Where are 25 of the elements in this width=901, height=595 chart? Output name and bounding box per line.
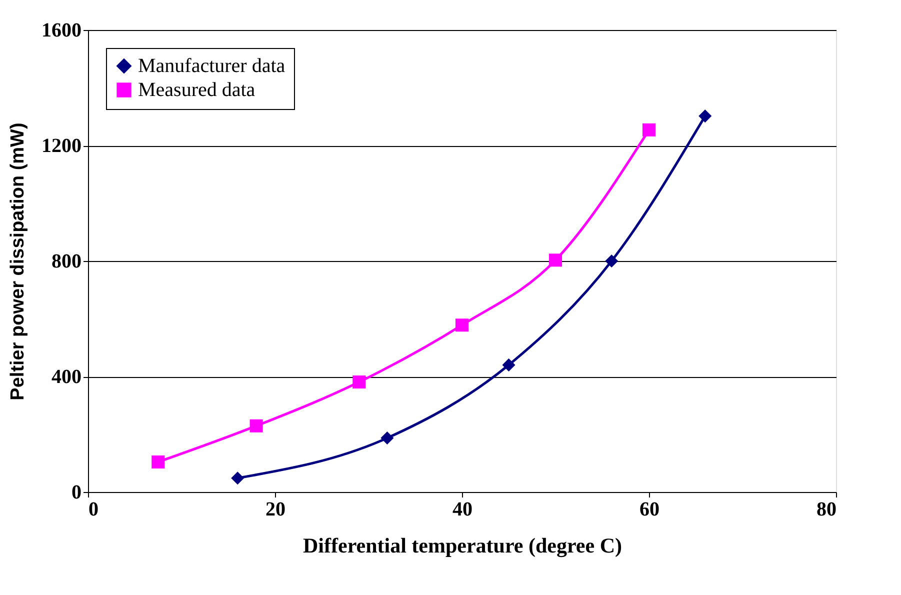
point: [698, 110, 712, 123]
x-tick-label: 60: [640, 498, 660, 520]
y-axis-title: Peltier power dissipation (mW): [8, 122, 28, 400]
x-axis-title: Differential temperature (degree C): [303, 534, 622, 558]
point: [548, 254, 562, 267]
x-tick-label: 20: [266, 498, 286, 520]
point: [152, 455, 165, 468]
x-tick-label: 0: [88, 498, 98, 520]
y-tick-label: 1600: [42, 20, 82, 42]
point: [455, 318, 469, 332]
y-tick-label: 1200: [42, 135, 82, 157]
y-tick-label: 400: [52, 366, 82, 388]
legend-label: Measured data: [138, 79, 256, 101]
point: [231, 472, 244, 485]
point: [250, 419, 263, 432]
y-tick-label: 0: [72, 482, 82, 504]
legend-label: Manufacturer data: [138, 55, 286, 77]
x-tick-label: 80: [816, 498, 836, 520]
point: [642, 123, 656, 136]
x-tick-label: 40: [452, 498, 472, 520]
point: [502, 358, 516, 372]
y-tick-label: 800: [52, 250, 82, 272]
point: [352, 375, 366, 389]
point: [380, 431, 394, 445]
point: [605, 254, 618, 268]
